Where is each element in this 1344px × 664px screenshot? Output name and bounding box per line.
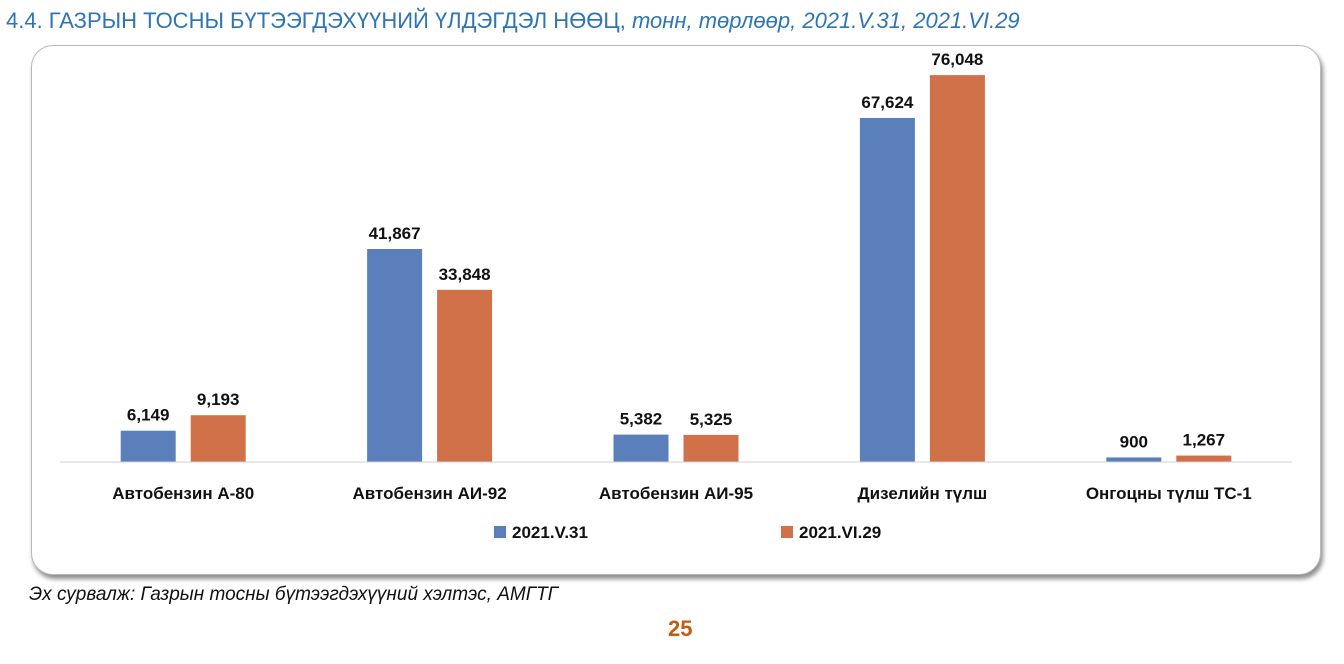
chart-title-units: тонн, төрлөөр, 2021.V.31, 2021.VI.29 [631,8,1020,33]
value-label-2021-vi-29-4: 76,048 [931,50,983,69]
bar-2021-vi-29-2 [437,289,493,462]
bar-2021-v-31-1 [120,430,176,462]
category-label-3: Автобензин АИ-95 [599,484,753,503]
category-label-1: Автобензин А-80 [112,484,254,503]
category-label-5: Онгоцны түлш ТС-1 [1086,484,1252,503]
bar-2021-vi-29-4 [929,75,985,462]
chart-title-main: 4.4. ГАЗРЫН ТОСНЫ БҮТЭЭГДЭХҮҮНИЙ ҮЛДЭГДЭ… [6,8,626,33]
value-labels-group: 6,149 9,193 41,867 33,848 5,382 5,325 67,624 76… [127,50,1225,451]
bar-2021-v-31-2 [367,249,423,462]
value-label-2021-v-31-4: 67,624 [861,93,914,112]
bar-2021-v-31-4 [859,117,915,463]
value-label-2021-v-31-1: 6,149 [127,406,170,425]
legend-label-2021-v-31: 2021.V.31 [512,523,588,542]
value-label-2021-v-31-2: 41,867 [369,224,421,243]
page-number: 25 [668,616,693,641]
legend-swatch-2021-v-31 [494,526,506,538]
legend-swatch-2021-vi-29 [781,526,793,538]
value-label-2021-vi-29-2: 33,848 [439,265,491,284]
value-label-2021-vi-29-3: 5,325 [690,410,733,429]
value-label-2021-v-31-5: 900 [1120,432,1148,451]
value-label-2021-vi-29-5: 1,267 [1183,431,1226,450]
legend: 2021.V.31 2021.VI.29 [494,523,881,542]
value-label-2021-v-31-3: 5,382 [620,410,663,429]
category-label-4: Дизелийн түлш [858,484,988,503]
category-labels-group: Автобензин А-80 Автобензин АИ-92 Автобензи… [112,484,1252,503]
bar-2021-vi-29-3 [683,434,739,462]
value-label-2021-vi-29-1: 9,193 [197,390,240,409]
bar-2021-v-31-5 [1106,457,1162,462]
bars-group [120,75,1232,463]
bar-2021-vi-29-1 [190,415,246,462]
chart-title: 4.4. ГАЗРЫН ТОСНЫ БҮТЭЭГДЭХҮҮНИЙ ҮЛДЭГДЭ… [6,8,1020,34]
bar-2021-vi-29-5 [1176,455,1232,462]
chart-frame [31,45,1321,575]
legend-label-2021-vi-29: 2021.VI.29 [799,523,881,542]
source-note: Эх сурвалж: Газрын тосны бүтээгдэхүүний … [29,584,559,605]
category-label-2: Автобензин АИ-92 [353,484,507,503]
bar-2021-v-31-3 [613,434,669,462]
